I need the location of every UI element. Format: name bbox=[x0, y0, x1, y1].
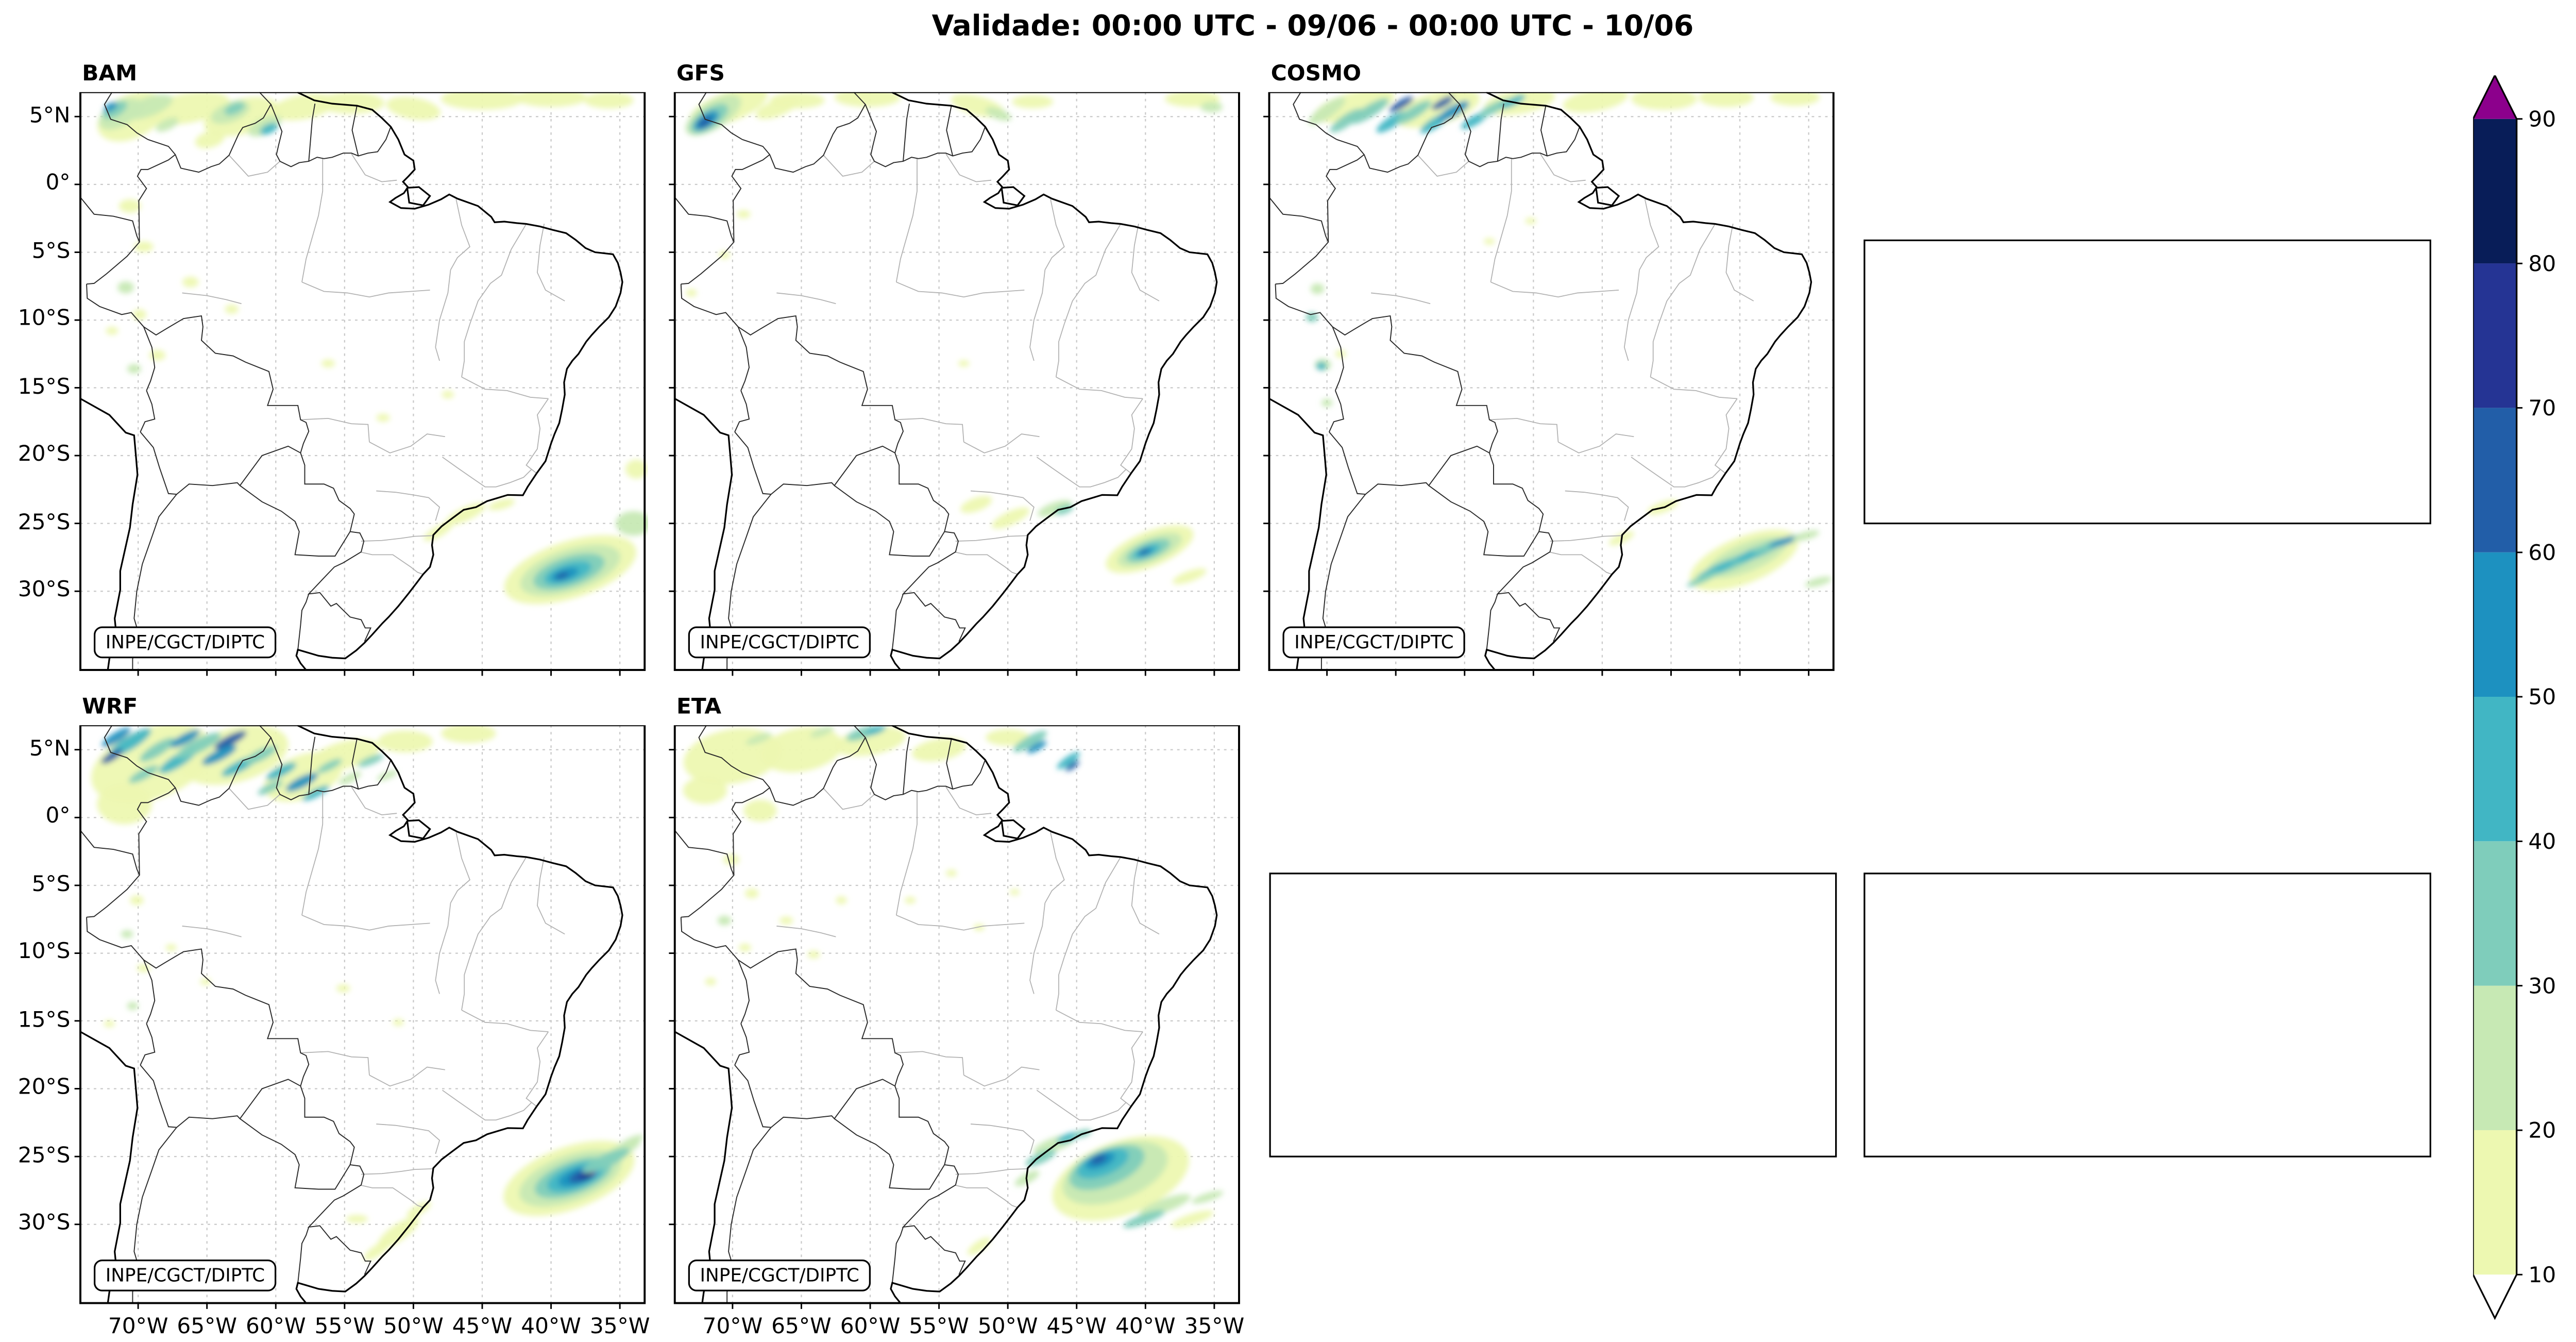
lat-tick-label: 30°S bbox=[18, 1211, 71, 1236]
lat-tick-label: 0° bbox=[45, 171, 71, 196]
panel-title-bam: BAM bbox=[82, 62, 138, 87]
lon-tick-label: 35°W bbox=[1184, 1315, 1245, 1340]
colorbar-svg: 10 20 30 40 50 60 70 80 90 bbox=[2473, 75, 2556, 1320]
lat-tick-label: 5°S bbox=[31, 871, 71, 897]
lon-tick-label: 70°W bbox=[702, 1315, 763, 1340]
state-borders bbox=[182, 786, 565, 1208]
axis-ticks bbox=[74, 749, 621, 1309]
empty-panel bbox=[1863, 239, 2431, 525]
lat-tick-label: 5°N bbox=[29, 103, 71, 128]
axes-frame bbox=[673, 725, 1240, 1304]
colorbar-over-arrow bbox=[2473, 75, 2517, 119]
colorbar-segment bbox=[2473, 841, 2517, 986]
lon-tick-label: 65°W bbox=[177, 1315, 238, 1340]
precipitation-field bbox=[685, 92, 1223, 584]
lat-tick-label: 0° bbox=[45, 804, 71, 829]
panel-title-wrf: WRF bbox=[82, 695, 138, 720]
state-borders bbox=[1371, 153, 1754, 575]
watermark-badge: INPE/CGCT/DIPTC bbox=[94, 1260, 277, 1291]
lon-tick-label: 50°W bbox=[977, 1315, 1038, 1340]
axis-ticks bbox=[669, 749, 1215, 1309]
colorbar-segment bbox=[2473, 263, 2517, 408]
colorbar-tick-label: 80 bbox=[2529, 251, 2556, 276]
lat-tick-label: 10°S bbox=[18, 940, 71, 965]
colorbar-tick-label: 50 bbox=[2529, 684, 2556, 710]
colorbar-segment bbox=[2473, 552, 2517, 697]
state-borders bbox=[776, 786, 1160, 1208]
country-borders bbox=[80, 92, 392, 670]
lon-tick-label: 40°W bbox=[1115, 1315, 1176, 1340]
map-wrf bbox=[74, 725, 646, 1309]
lon-tick-label: 55°W bbox=[314, 1315, 375, 1340]
country-borders bbox=[674, 725, 986, 1303]
panel-title-gfs: GFS bbox=[676, 62, 725, 87]
colorbar-tick-label: 20 bbox=[2529, 1118, 2556, 1143]
lon-tick-label: 40°W bbox=[521, 1315, 581, 1340]
map-cosmo bbox=[1263, 92, 1835, 676]
colorbar-tick-label: 10 bbox=[2529, 1262, 2556, 1287]
lat-tick-label: 5°S bbox=[31, 239, 71, 264]
precipitation-field bbox=[683, 725, 1224, 1255]
colorbar-segment bbox=[2473, 697, 2517, 842]
watermark-badge: INPE/CGCT/DIPTC bbox=[688, 1260, 871, 1291]
model-panel-eta bbox=[662, 725, 1243, 1316]
colorbar-tick-label: 40 bbox=[2529, 829, 2556, 854]
lat-tick-label: 15°S bbox=[18, 374, 71, 400]
colorbar-tick-label: 30 bbox=[2529, 973, 2556, 998]
precipitation-field bbox=[91, 725, 643, 1261]
lon-tick-label: 35°W bbox=[589, 1315, 650, 1340]
colorbar-under-arrow bbox=[2473, 1274, 2517, 1318]
model-panel-gfs bbox=[662, 92, 1243, 683]
watermark-badge: INPE/CGCT/DIPTC bbox=[1282, 626, 1466, 659]
axes-frame bbox=[79, 92, 646, 671]
colorbar-tick-label: 90 bbox=[2529, 106, 2556, 131]
axis-ticks bbox=[1263, 115, 1810, 676]
axes-frame bbox=[1268, 92, 1835, 671]
lon-tick-label: 65°W bbox=[771, 1315, 832, 1340]
panel-title-eta: ETA bbox=[676, 695, 722, 720]
axis-ticks bbox=[669, 115, 1215, 676]
empty-panel bbox=[1863, 873, 2431, 1158]
country-borders bbox=[80, 725, 392, 1303]
state-borders bbox=[182, 153, 565, 575]
model-panel-wrf bbox=[67, 725, 648, 1316]
lat-tick-label: 5°N bbox=[29, 736, 71, 762]
lat-tick-label: 20°S bbox=[18, 1075, 71, 1101]
lon-tick-label: 60°W bbox=[245, 1315, 306, 1340]
map-eta bbox=[669, 725, 1240, 1309]
state-borders bbox=[776, 153, 1160, 575]
colorbar-tick-label: 60 bbox=[2529, 540, 2556, 565]
lon-tick-label: 70°W bbox=[108, 1315, 168, 1340]
colorbar-tick-label: 70 bbox=[2529, 395, 2556, 421]
map-gfs bbox=[669, 92, 1240, 676]
figure-title: Validade: 00:00 UTC - 09/06 - 00:00 UTC … bbox=[931, 10, 1694, 44]
lon-tick-label: 60°W bbox=[840, 1315, 901, 1340]
colorbar-segment bbox=[2473, 119, 2517, 264]
lon-tick-label: 55°W bbox=[909, 1315, 969, 1340]
axes-frame bbox=[673, 92, 1240, 671]
lat-tick-label: 20°S bbox=[18, 442, 71, 467]
lat-tick-label: 25°S bbox=[18, 510, 71, 535]
axes-frame bbox=[79, 725, 646, 1304]
lon-tick-label: 45°W bbox=[452, 1315, 513, 1340]
watermark-badge: INPE/CGCT/DIPTC bbox=[688, 626, 871, 659]
axis-ticks bbox=[74, 115, 621, 676]
colorbar-segment bbox=[2473, 408, 2517, 552]
lon-tick-label: 45°W bbox=[1046, 1315, 1107, 1340]
panel-title-cosmo: COSMO bbox=[1270, 62, 1362, 87]
lat-tick-label: 25°S bbox=[18, 1143, 71, 1168]
model-panel-cosmo bbox=[1256, 92, 1837, 683]
map-bam bbox=[74, 92, 648, 676]
lat-tick-label: 15°S bbox=[18, 1008, 71, 1033]
colorbar-segment bbox=[2473, 1130, 2517, 1275]
watermark-badge: INPE/CGCT/DIPTC bbox=[94, 626, 277, 659]
lon-tick-label: 50°W bbox=[383, 1315, 444, 1340]
model-panel-bam bbox=[67, 92, 648, 683]
lat-tick-label: 10°S bbox=[18, 306, 71, 332]
lat-tick-label: 30°S bbox=[18, 578, 71, 603]
empty-panel bbox=[1269, 873, 1837, 1158]
colorbar-segment bbox=[2473, 985, 2517, 1130]
